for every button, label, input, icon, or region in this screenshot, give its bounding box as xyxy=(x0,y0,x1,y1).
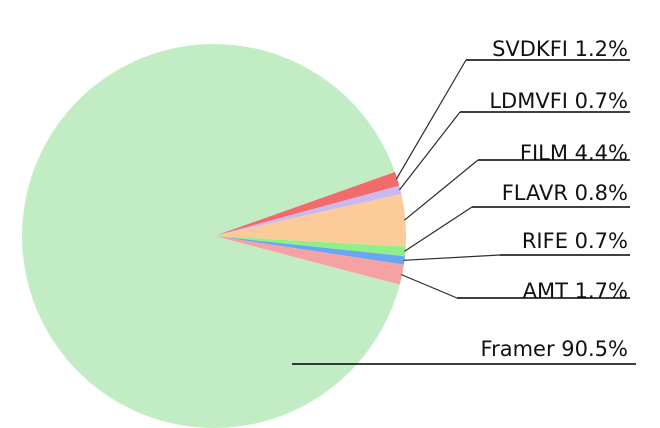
pie-slice-flavr xyxy=(214,236,406,257)
pie-leader-rife xyxy=(403,254,501,261)
pie-leader-film xyxy=(404,159,479,221)
pie-leader-svdkfi xyxy=(395,59,467,180)
pie-leader-amt xyxy=(400,273,458,299)
pie-label-rife: RIFE 0.7% xyxy=(522,229,628,253)
pie-label-flavr: FLAVR 0.8% xyxy=(502,181,628,205)
pie-slice-film xyxy=(214,193,406,247)
pie-label-ldmvfi: LDMVFI 0.7% xyxy=(489,89,628,113)
pie-slice-ldmvfi xyxy=(214,185,402,236)
pie-slices xyxy=(22,44,406,428)
pie-leader-ldmvfi xyxy=(398,111,461,191)
pie-slice-svdkfi xyxy=(214,171,400,236)
pie-label-svdkfi: SVDKFI 1.2% xyxy=(492,37,628,61)
pie-label-framer: Framer 90.5% xyxy=(481,337,628,361)
pie-label-film: FILM 4.4% xyxy=(520,141,628,165)
pie-slice-amt xyxy=(214,236,404,285)
pie-slice-rife xyxy=(214,236,405,265)
pie-labels: SVDKFI 1.2% LDMVFI 0.7% FILM 4.4% FLAVR 0.8… xyxy=(292,37,636,365)
pie-slice-framer xyxy=(22,44,400,428)
pie-leader-flavr xyxy=(404,206,473,252)
pie-label-amt: AMT 1.7% xyxy=(523,279,628,303)
